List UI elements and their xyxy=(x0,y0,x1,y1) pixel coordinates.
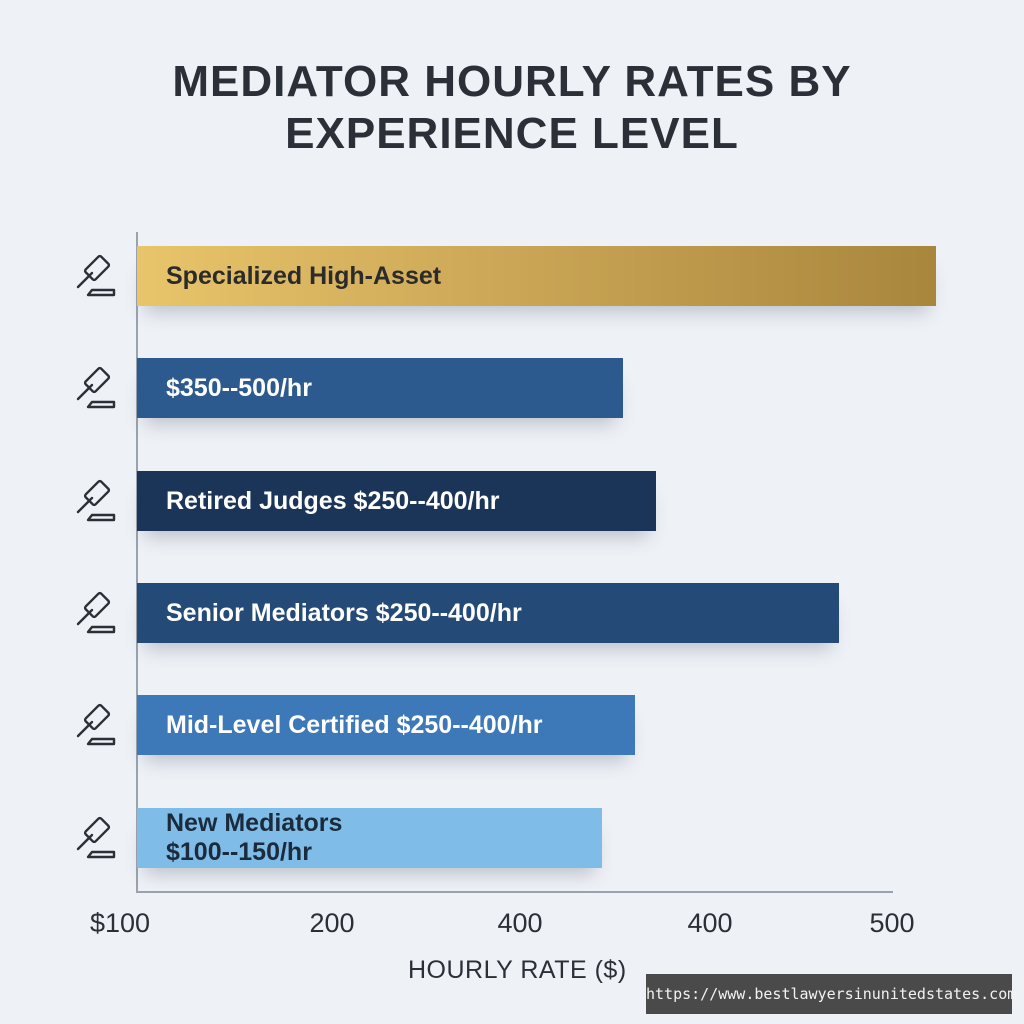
bar-1 xyxy=(137,246,937,306)
title-line-1: MEDIATOR HOURLY RATES BY xyxy=(172,57,852,106)
bar-label-1: Specialized High-Asset xyxy=(166,262,441,291)
bar-4 xyxy=(137,583,840,643)
bar-label-line: Mid-Level Certified $250--400/hr xyxy=(166,710,543,739)
bar-label-line: $100--150/hr xyxy=(166,838,312,866)
x-axis-label: HOURLY RATE ($) xyxy=(408,956,627,984)
bar-label-5: Mid-Level Certified $250--400/hr xyxy=(166,711,543,740)
x-axis-line xyxy=(136,891,893,893)
bar-3 xyxy=(137,471,657,531)
watermark: https://www.bestlawyersinunitedstates.co… xyxy=(646,974,1024,1014)
bar-label-line: $350--500/hr xyxy=(166,373,312,402)
bar-label-3: Retired Judges $250--400/hr xyxy=(166,487,499,516)
gavel-icon xyxy=(76,479,116,522)
chart-title: MEDIATOR HOURLY RATES BY EXPERIENCE LEVE… xyxy=(0,56,1024,160)
gavel-icon xyxy=(76,366,116,409)
gavel-icon xyxy=(76,254,116,297)
bar-label-line: Specialized High-Asset xyxy=(166,261,442,290)
x-tick-label: 400 xyxy=(497,908,543,938)
bar-label-4: Senior Mediators $250--400/hr xyxy=(166,599,522,628)
bar-label-line: New Mediators xyxy=(166,809,343,837)
bar-label-6: New Mediators $100--150/hr xyxy=(166,809,342,867)
x-tick-label: 400 xyxy=(687,908,733,938)
y-axis-line xyxy=(136,232,138,892)
x-tick-label: 500 xyxy=(869,908,915,938)
gavel-icon xyxy=(76,591,116,634)
bar-2 xyxy=(137,358,624,418)
bar-label-line: Senior Mediators $250--400/hr xyxy=(166,598,522,627)
bar-6 xyxy=(137,808,602,868)
bar-label-2: $350--500/hr xyxy=(166,374,312,403)
gavel-icon xyxy=(76,703,116,746)
bar-5 xyxy=(137,695,635,755)
x-tick-label: $100 xyxy=(89,908,151,938)
bar-label-line: Retired Judges $250--400/hr xyxy=(166,486,500,515)
title-line-2: EXPERIENCE LEVEL xyxy=(285,109,739,158)
gavel-icon xyxy=(76,816,116,859)
x-tick-label: 200 xyxy=(309,908,355,938)
